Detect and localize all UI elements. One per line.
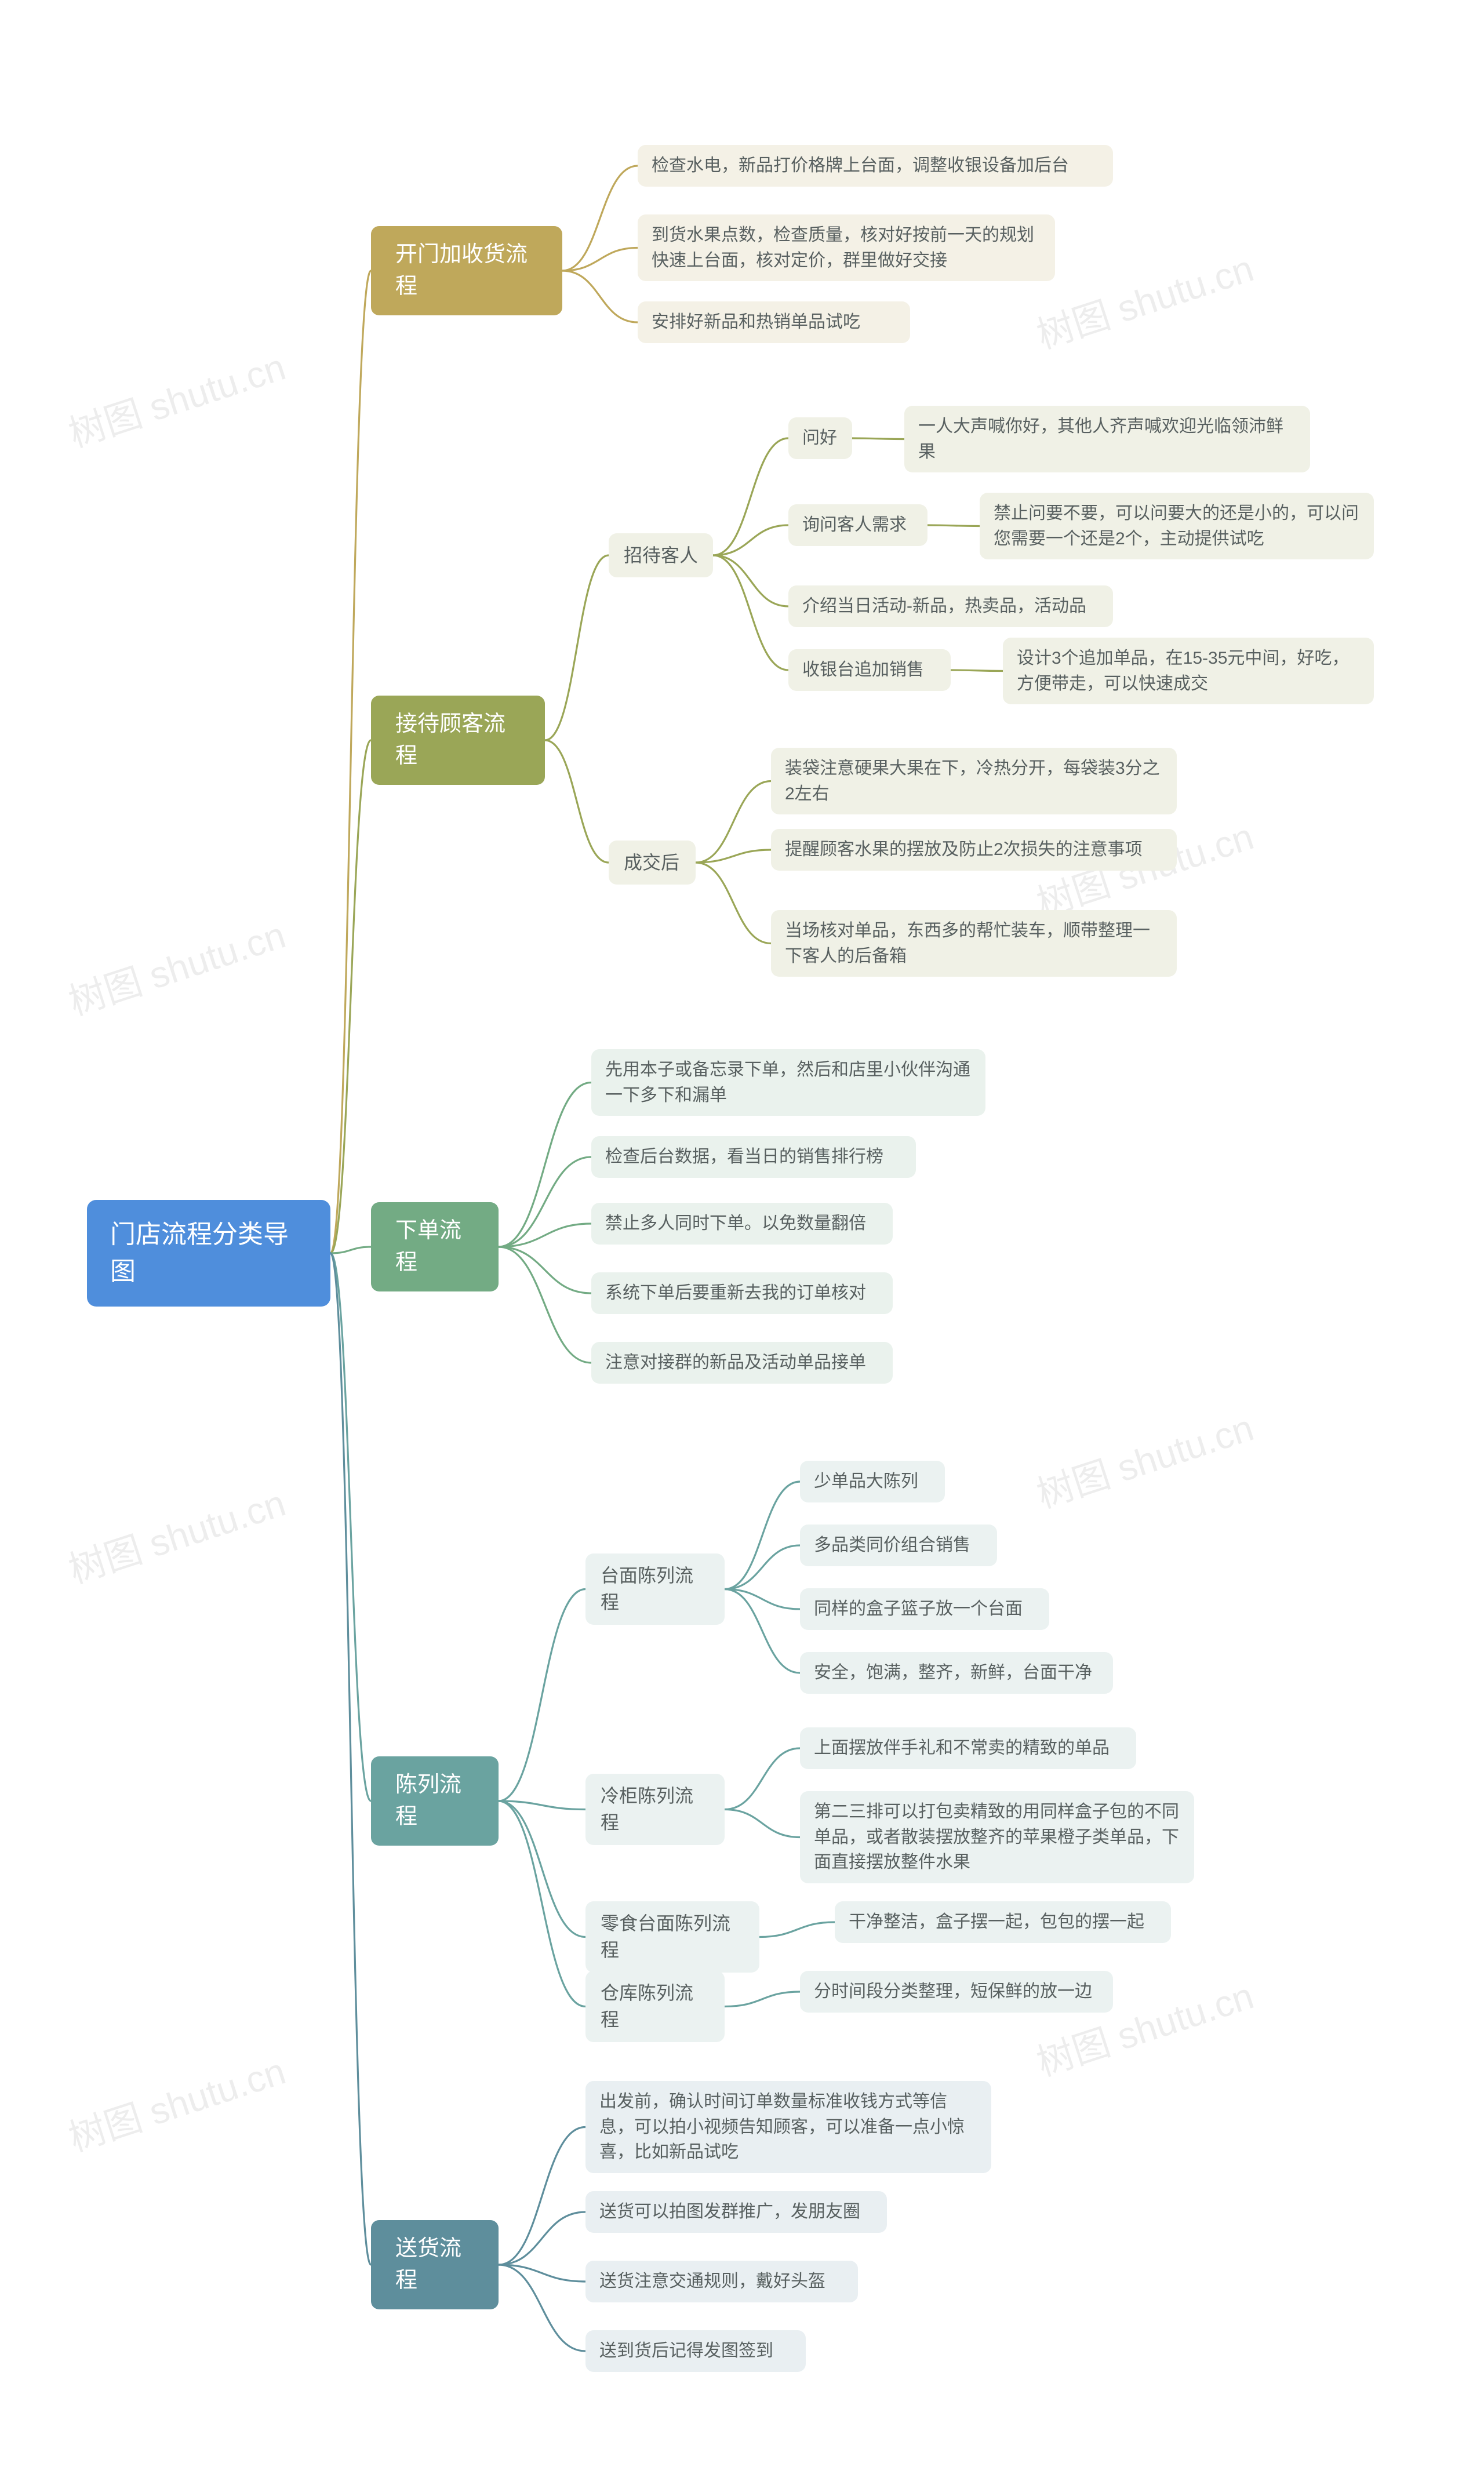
leaf-recv-0-1-0: 禁止问要不要，可以问要大的还是小的，可以问您需要一个还是2个，主动提供试吃 bbox=[980, 493, 1374, 559]
leaf-display-0-3: 安全，饱满，整齐，新鲜，台面干净 bbox=[800, 1652, 1113, 1694]
sub-display-0: 台面陈列流程 bbox=[585, 1553, 725, 1625]
leaf-display-3-0: 分时间段分类整理，短保鲜的放一边 bbox=[800, 1971, 1113, 2013]
root-node: 门店流程分类导图 bbox=[87, 1200, 330, 1307]
leaf-recv-0-2: 介绍当日活动-新品，热卖品，活动品 bbox=[788, 585, 1113, 627]
leaf-display-0-1: 多品类同价组合销售 bbox=[800, 1525, 997, 1566]
leaf-recv-0-0-0: 一人大声喊你好，其他人齐声喊欢迎光临领沛鲜果 bbox=[904, 406, 1310, 472]
leaf-ship-1: 送货可以拍图发群推广，发朋友圈 bbox=[585, 2191, 887, 2233]
leaf-display-1-0: 上面摆放伴手礼和不常卖的精致的单品 bbox=[800, 1727, 1136, 1769]
leaf-display-0-2: 同样的盒子篮子放一个台面 bbox=[800, 1588, 1049, 1630]
branch-display: 陈列流程 bbox=[371, 1756, 499, 1846]
branch-recv: 接待顾客流程 bbox=[371, 696, 545, 785]
watermark: 树图 shutu.cn bbox=[61, 1473, 291, 1593]
leaf-order-2: 禁止多人同时下单。以免数量翻倍 bbox=[591, 1203, 893, 1245]
leaf-order-3: 系统下单后要重新去我的订单核对 bbox=[591, 1272, 893, 1314]
leaf-display-1-1: 第二三排可以打包卖精致的用同样盒子包的不同单品，或者散装摆放整齐的苹果橙子类单品… bbox=[800, 1791, 1194, 1883]
leaf-open-1: 到货水果点数，检查质量，核对好按前一天的规划快速上台面，核对定价，群里做好交接 bbox=[638, 214, 1055, 281]
leaf-order-4: 注意对接群的新品及活动单品接单 bbox=[591, 1342, 893, 1384]
sub-display-3: 仓库陈列流程 bbox=[585, 1971, 725, 2042]
watermark: 树图 shutu.cn bbox=[61, 2042, 291, 2162]
leaf-recv-1-0: 装袋注意硬果大果在下，冷热分开，每袋装3分之2左右 bbox=[771, 748, 1177, 814]
watermark: 树图 shutu.cn bbox=[1029, 239, 1259, 359]
leaf-open-2: 安排好新品和热销单品试吃 bbox=[638, 301, 910, 343]
leaf-open-0: 检查水电，新品打价格牌上台面，调整收银设备加后台 bbox=[638, 145, 1113, 187]
leaf-recv-0-3-0: 设计3个追加单品，在15-35元中间，好吃，方便带走，可以快速成交 bbox=[1003, 638, 1374, 704]
leaf-order-1: 检查后台数据，看当日的销售排行榜 bbox=[591, 1136, 916, 1178]
leaf-recv-1-2: 当场核对单品，东西多的帮忙装车，顺带整理一下客人的后备箱 bbox=[771, 910, 1177, 977]
leaf-order-0: 先用本子或备忘录下单，然后和店里小伙伴沟通一下多下和漏单 bbox=[591, 1049, 985, 1116]
leaf-recv-1-1: 提醒顾客水果的摆放及防止2次损失的注意事项 bbox=[771, 829, 1177, 871]
watermark: 树图 shutu.cn bbox=[61, 905, 291, 1025]
leaf-recv-0-0: 问好 bbox=[788, 417, 852, 459]
leaf-recv-0-1: 询问客人需求 bbox=[788, 504, 928, 546]
sub-display-1: 冷柜陈列流程 bbox=[585, 1774, 725, 1845]
branch-ship: 送货流程 bbox=[371, 2220, 499, 2309]
leaf-display-0-0: 少单品大陈列 bbox=[800, 1461, 945, 1502]
leaf-recv-0-3: 收银台追加销售 bbox=[788, 649, 951, 691]
branch-order: 下单流程 bbox=[371, 1202, 499, 1291]
leaf-ship-2: 送货注意交通规则，戴好头盔 bbox=[585, 2261, 858, 2302]
leaf-ship-3: 送到货后记得发图签到 bbox=[585, 2330, 806, 2372]
sub-display-2: 零食台面陈列流程 bbox=[585, 1901, 759, 1973]
leaf-ship-0: 出发前，确认时间订单数量标准收钱方式等信息，可以拍小视频告知顾客，可以准备一点小… bbox=[585, 2081, 991, 2173]
watermark: 树图 shutu.cn bbox=[61, 337, 291, 457]
branch-open: 开门加收货流程 bbox=[371, 226, 562, 315]
sub-recv-0: 招待客人 bbox=[609, 533, 713, 577]
sub-recv-1: 成交后 bbox=[609, 841, 696, 885]
leaf-display-2-0: 干净整洁，盒子摆一起，包包的摆一起 bbox=[835, 1901, 1171, 1943]
watermark: 树图 shutu.cn bbox=[1029, 1398, 1259, 1518]
